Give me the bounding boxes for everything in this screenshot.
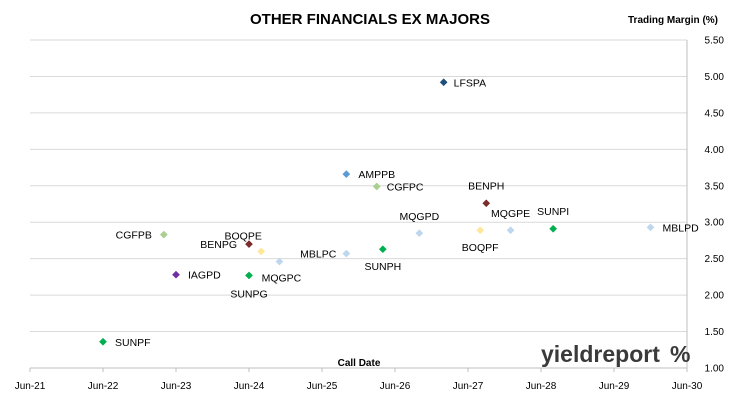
chart-title: OTHER FINANCIALS EX MAJORS (250, 11, 490, 28)
x-tick-label: Jun-27 (453, 381, 484, 392)
y-tick-label: 5.00 (705, 72, 725, 83)
point-boqpe (257, 247, 266, 256)
y-tick-label: 1.50 (705, 327, 725, 338)
x-axis-title: Call Date (338, 358, 381, 369)
logo-percent-symbol: % (670, 341, 690, 367)
point-sunph (378, 245, 387, 254)
data-points (99, 78, 655, 346)
label-cgfpc: CGFPC (387, 182, 424, 194)
y-tick-label: 3.50 (705, 181, 725, 192)
point-sunpg (245, 271, 253, 280)
point-benpg (245, 240, 253, 249)
axes: 1.00 1.50 2.00 2.50 3.00 3.50 4.00 4.50 5.00 5.50… (15, 36, 725, 393)
point-boqpf (476, 226, 485, 235)
label-boqpf: BOQPF (462, 242, 499, 254)
y-tick-label: 5.50 (705, 36, 725, 47)
y-tick-label: 3.00 (705, 218, 725, 229)
point-amppb (342, 170, 351, 179)
y-tick-label: 4.00 (705, 145, 725, 156)
point-iagpd (172, 270, 180, 279)
x-tick-label: Jun-30 (672, 381, 703, 392)
y-tick-label: 4.50 (705, 108, 725, 119)
x-tick-label: Jun-24 (234, 381, 265, 392)
label-iagpd: IAGPD (188, 270, 221, 282)
x-tick-label: Jun-29 (599, 381, 630, 392)
point-mblpc (342, 249, 351, 258)
x-tick-label: Jun-28 (526, 381, 557, 392)
point-mqgpc (275, 257, 284, 266)
point-lfspa (439, 78, 448, 87)
label-sunpf: SUNPF (115, 337, 151, 349)
y-tick-label: 1.00 (705, 364, 725, 375)
label-sunpi: SUNPI (537, 206, 569, 218)
label-lfspa: LFSPA (454, 77, 486, 89)
x-tick-label: Jun-26 (380, 381, 411, 392)
x-tick-label: Jun-25 (307, 381, 338, 392)
label-sunph: SUNPH (364, 261, 401, 273)
label-benph: BENPH (468, 180, 504, 192)
yieldreport-logo: yieldreport % (541, 341, 690, 367)
point-cgfpb (159, 230, 168, 239)
point-sunpf (99, 337, 107, 346)
gridlines (30, 39, 687, 369)
y-tick-label: 2.00 (705, 291, 725, 302)
label-benpg: BENPG (200, 239, 237, 251)
point-mqgpe (506, 226, 515, 235)
label-amppb: AMPPB (358, 169, 395, 181)
label-mqgpe: MQGPE (491, 208, 530, 220)
point-mblpd (646, 223, 655, 232)
label-cgfpb: CGFPB (116, 230, 152, 242)
label-mblpd: MBLPD (663, 222, 700, 234)
logo-wordmark: yieldreport (541, 341, 660, 367)
label-mqgpd: MQGPD (399, 211, 439, 223)
x-tick-label: Jun-23 (161, 381, 192, 392)
y-axis-title: Trading Margin (%) (628, 15, 718, 26)
point-cgfpc (372, 182, 381, 191)
label-sunpg: SUNPG (230, 288, 267, 300)
point-benph (482, 199, 491, 208)
label-boqpe: BOQPE (224, 230, 261, 242)
x-tick-label: Jun-22 (88, 381, 119, 392)
point-mqgpd (415, 229, 424, 238)
point-sunpi (549, 224, 558, 233)
data-labels: SUNPF CGFPB IAGPD BENPG SUNPG BOQPE MQGPC MBLPC… (115, 77, 699, 348)
y-tick-label: 2.50 (705, 254, 725, 265)
x-tick-label: Jun-21 (15, 381, 46, 392)
label-mblpc: MBLPC (300, 249, 337, 261)
label-mqgpc: MQGPC (262, 273, 302, 285)
